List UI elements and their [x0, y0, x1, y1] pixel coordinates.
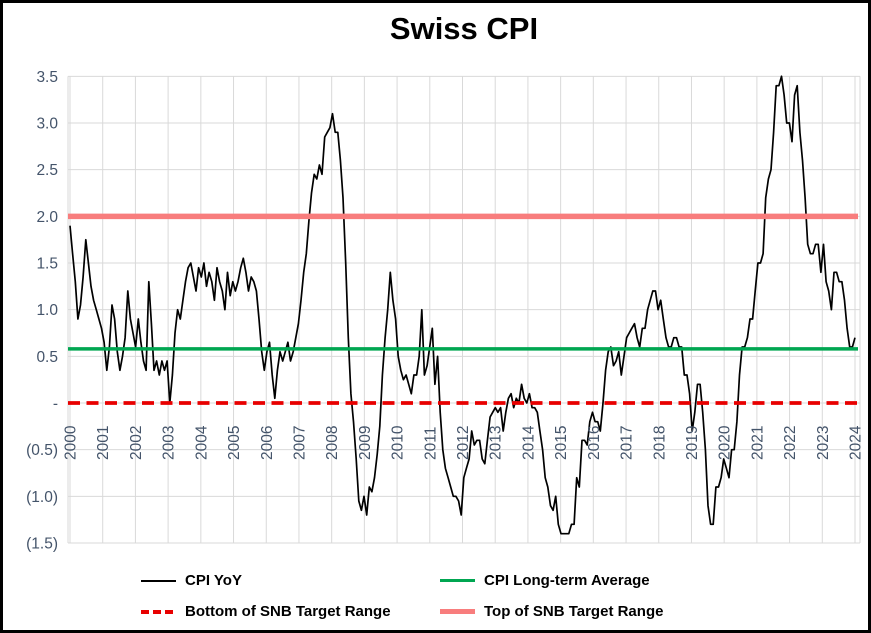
x-axis-tick-label: 2018: [651, 426, 668, 460]
x-axis-tick-label: 2001: [95, 426, 112, 460]
green-line-swatch-icon: [440, 578, 475, 583]
x-axis-tick-label: 2022: [782, 426, 799, 460]
black-line-swatch-icon: [141, 579, 176, 582]
y-axis-tick-label: 3.0: [36, 116, 58, 133]
y-axis-tick-labels: 3.5 3.0 2.5 2.0 1.5 1.0 0.5 - (0.5) (1.0) (1.5): [26, 69, 58, 553]
x-axis-tick-label: 2007: [292, 426, 309, 460]
salmon-line-swatch-icon: [440, 608, 475, 615]
chart-title: Swiss CPI: [389, 11, 539, 46]
x-axis-tick-label: 2021: [749, 426, 766, 460]
x-axis-tick-label: 2011: [422, 427, 439, 460]
legend-label: CPI YoY: [185, 572, 242, 589]
x-axis-tick-label: 2023: [815, 426, 832, 460]
x-axis-tick-label: 2004: [193, 425, 210, 460]
gridlines: [67, 75, 861, 544]
y-axis-tick-label: 2.5: [36, 162, 58, 179]
y-axis-tick-label: 1.0: [36, 302, 58, 319]
red-dashed-line-swatch-icon: [141, 609, 176, 614]
x-axis-tick-label: 2016: [586, 426, 603, 460]
legend-label: CPI Long-term Average: [484, 572, 650, 589]
legend-label: Bottom of SNB Target Range: [185, 603, 391, 620]
x-axis-tick-label: 2000: [63, 425, 80, 460]
legend-item-snb-top: Top of SNB Target Range: [440, 603, 781, 620]
x-axis-tick-label: 2010: [390, 425, 407, 460]
y-axis-tick-label: 1.5: [36, 256, 58, 273]
x-axis-tick-labels: 2000 2001 2002 2003 2004 2005 2006 2007 2008 2009…: [63, 425, 865, 460]
x-axis-tick-label: 2009: [357, 426, 374, 460]
x-axis-tick-label: 2019: [684, 426, 701, 460]
x-axis-tick-label: 2013: [488, 426, 505, 460]
x-axis-tick-label: 2012: [455, 426, 472, 460]
x-axis-tick-label: 2017: [619, 426, 636, 460]
y-axis-tick-label: -: [53, 396, 58, 413]
y-axis-tick-label: 0.5: [36, 349, 58, 366]
x-axis-tick-label: 2014: [520, 425, 537, 460]
y-axis-tick-label: 3.5: [36, 69, 58, 86]
cpi-yoy-line: [69, 75, 856, 535]
y-axis-tick-label: 2.0: [36, 209, 58, 226]
y-axis-tick-label: (0.5): [26, 442, 58, 459]
x-axis-tick-label: 2006: [259, 426, 276, 460]
y-axis-tick-label: (1.5): [26, 536, 58, 553]
plot-area: 3.5 3.0 2.5 2.0 1.5 1.0 0.5 - (0.5) (1.0) (1.5) 200…: [26, 69, 865, 553]
x-axis-tick-label: 2020: [717, 425, 734, 460]
legend-item-cpi-yoy: CPI YoY: [141, 572, 440, 589]
y-axis-tick-label: (1.0): [26, 489, 58, 506]
legend-label: Top of SNB Target Range: [484, 603, 664, 620]
x-axis-tick-label: 2024: [848, 425, 865, 460]
x-axis-tick-label: 2015: [553, 426, 570, 460]
x-axis-tick-label: 2003: [161, 426, 178, 460]
x-axis-tick-label: 2002: [128, 426, 145, 460]
x-axis-tick-label: 2005: [226, 426, 243, 460]
x-axis-tick-label: 2008: [324, 426, 341, 460]
legend-item-long-term-average: CPI Long-term Average: [440, 572, 781, 589]
chart-legend: CPI YoY CPI Long-term Average Bottom of …: [141, 565, 781, 627]
legend-item-snb-bottom: Bottom of SNB Target Range: [141, 603, 440, 620]
